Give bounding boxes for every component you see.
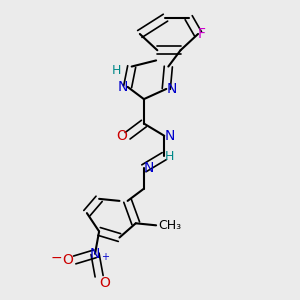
Text: CH₃: CH₃ <box>158 219 181 232</box>
Text: +: + <box>101 252 109 262</box>
Text: O: O <box>99 276 110 290</box>
Text: O: O <box>117 129 128 143</box>
Text: F: F <box>198 27 206 41</box>
Text: N: N <box>90 247 100 261</box>
Text: O: O <box>62 253 73 267</box>
Text: N: N <box>144 161 154 175</box>
Text: H: H <box>112 64 122 77</box>
Text: N: N <box>166 82 177 96</box>
Text: H: H <box>164 150 174 163</box>
Text: −: − <box>51 251 62 265</box>
Text: N: N <box>164 129 175 143</box>
Text: N: N <box>117 80 128 94</box>
